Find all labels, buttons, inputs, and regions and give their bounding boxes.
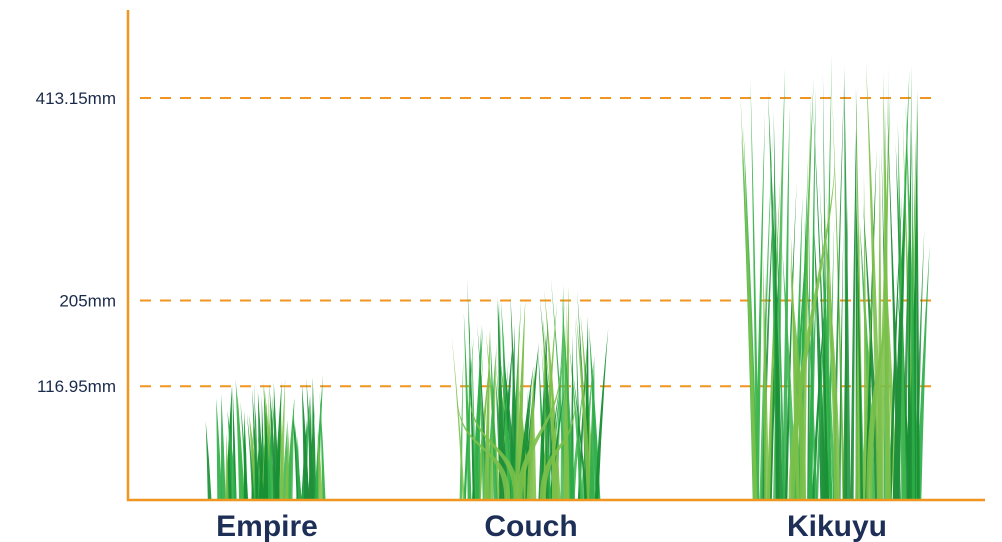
grass-blade: [589, 355, 595, 500]
grass-blade: [287, 397, 295, 500]
grass-blade: [497, 297, 506, 500]
grass-blade: [525, 387, 529, 500]
grass-blade: [838, 230, 844, 500]
grass-blade: [861, 254, 875, 500]
y-tick-label-2: 413.15mm: [36, 89, 116, 108]
grass-blade: [803, 214, 818, 500]
grass-blade: [801, 88, 812, 501]
grass-bars: [205, 53, 930, 501]
grass-blade: [784, 181, 797, 500]
grass-blade: [490, 331, 498, 500]
grass-blade-curved: [516, 365, 561, 500]
grass-blade: [576, 316, 593, 500]
grass-blade: [916, 245, 930, 500]
grass-blade: [813, 102, 830, 501]
category-label-couch: Couch: [484, 510, 577, 542]
grass-blade: [911, 129, 916, 500]
grass-blade: [262, 415, 269, 500]
grass-blade: [498, 344, 514, 500]
grass-blade: [479, 378, 487, 500]
grass-blade: [459, 358, 464, 500]
grass-blade: [893, 206, 906, 500]
grass-blade: [850, 85, 858, 500]
grass-blade: [467, 309, 471, 500]
y-tick-label-1: 205mm: [59, 292, 116, 311]
grass-blade-curved: [866, 289, 887, 500]
gridlines: [140, 97, 935, 388]
grass-blade: [484, 327, 491, 500]
grass-blade: [235, 379, 245, 500]
grass-blade: [517, 365, 534, 500]
grass-blade: [274, 381, 282, 500]
grass-blade: [916, 152, 920, 501]
grass-blade: [515, 325, 520, 500]
grass-blade: [526, 366, 535, 500]
grass-blade: [886, 89, 900, 500]
grass-blade: [279, 378, 286, 500]
grass-blade: [317, 430, 323, 500]
grass-blade: [808, 87, 816, 500]
category-label-kikuyu: Kikuyu: [787, 510, 887, 542]
grass-blade-curved: [469, 389, 520, 500]
grass-blade-curved: [790, 260, 807, 500]
grass-blade: [205, 421, 212, 500]
grass-bar-couch: [451, 278, 609, 500]
grass-blade: [807, 277, 817, 500]
grass-blade: [563, 286, 570, 500]
grass-blade: [907, 64, 912, 501]
grass-blade: [227, 410, 237, 500]
grass-blade: [263, 384, 271, 500]
grass-blade-curved: [788, 162, 835, 500]
grass-blade: [258, 434, 263, 500]
grass-blade: [572, 367, 587, 500]
grass-blade: [759, 132, 773, 501]
grass-blade: [807, 217, 810, 500]
grass-blade-curved: [539, 394, 576, 500]
category-label-empire: Empire: [216, 510, 318, 542]
grass-blade: [843, 201, 848, 500]
grass-blade: [888, 191, 903, 500]
y-tick-label-0: 116.95mm: [37, 377, 116, 396]
grass-blade: [740, 95, 758, 500]
grass-blade: [451, 337, 465, 500]
grass-blade: [319, 392, 326, 500]
grass-blade: [594, 327, 609, 500]
grass-blade: [309, 394, 313, 500]
grass-blade: [225, 432, 229, 500]
grass-blade: [247, 413, 255, 500]
grass-bar-empire: [205, 374, 326, 500]
grass-blade: [773, 110, 780, 500]
grass-blade: [243, 410, 248, 500]
grass-blade-curved: [824, 209, 841, 501]
grass-blade: [216, 398, 223, 500]
grass-blade: [269, 382, 277, 500]
grass-blade: [775, 184, 785, 501]
grass-blade: [743, 126, 759, 500]
grass-blade: [854, 143, 864, 500]
grass-blade: [255, 436, 260, 500]
grass-bar-kikuyu: [740, 53, 930, 501]
grass-blade: [311, 377, 317, 500]
grass-blade: [285, 429, 289, 500]
grass-blade: [294, 417, 302, 500]
grass-blade: [866, 61, 883, 501]
grass-blade: [750, 76, 760, 500]
grass-blade: [565, 346, 575, 500]
axes: [126, 10, 985, 502]
grass-blade: [763, 256, 770, 500]
grass-blade: [499, 360, 509, 500]
grass-blade: [301, 384, 310, 500]
grass-blade: [551, 384, 557, 500]
grass-blade: [885, 138, 890, 500]
grass-blade: [467, 278, 475, 500]
grass-blade: [755, 113, 765, 501]
labels: 116.95mm 205mm 413.15mm Empire Couch Kikuyu: [36, 89, 887, 542]
grass-blade: [220, 393, 226, 500]
grass-blade-curved: [457, 395, 511, 500]
